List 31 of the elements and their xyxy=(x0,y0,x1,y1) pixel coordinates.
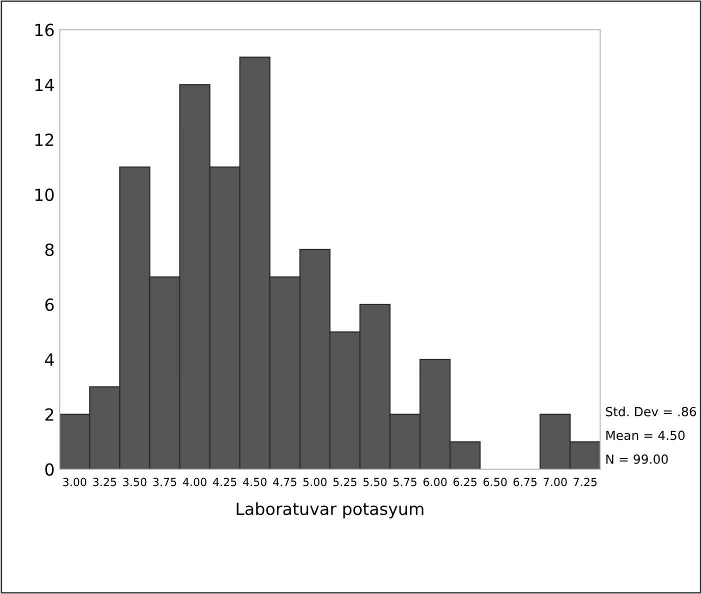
y-tick-label: 0 xyxy=(45,463,54,476)
x-tick-label: 6.50 xyxy=(484,478,507,486)
x-tick-label: 5.00 xyxy=(303,478,327,486)
x-tick-label: 6.00 xyxy=(423,478,447,486)
x-tick-label: 3.00 xyxy=(63,478,86,486)
text: Std. Dev = .86 xyxy=(606,406,696,416)
x-tick-label: 7.00 xyxy=(544,478,567,486)
x-tick-label: 6.75 xyxy=(514,478,537,486)
y-tick-label: 2 xyxy=(45,408,54,421)
x-tick-label: 4.00 xyxy=(182,478,206,486)
x-tick-label: 4.50 xyxy=(243,478,266,486)
x-tick-label: 3.75 xyxy=(153,478,176,486)
x-tick-label: 5.25 xyxy=(333,478,356,486)
y-tick-label: 10 xyxy=(35,188,54,202)
text: Mean = 4.50 xyxy=(606,430,685,440)
x-tick-label: 3.50 xyxy=(123,478,146,486)
x-tick-label: 7.25 xyxy=(574,478,597,486)
y-tick-label: 16 xyxy=(35,24,54,36)
y-tick-label: 6 xyxy=(45,298,54,311)
x-tick-label: 5.50 xyxy=(363,478,387,486)
x-axis-title: Laboratuvar potasyum xyxy=(236,502,424,518)
x-tick-label: 4.25 xyxy=(213,478,236,486)
y-tick-label: 14 xyxy=(35,78,54,91)
x-tick-label: 3.25 xyxy=(93,478,116,486)
y-tick-label: 4 xyxy=(45,354,54,366)
x-tick-label: 6.25 xyxy=(453,478,476,486)
x-tick-label: 4.75 xyxy=(273,478,296,486)
text: N = 99.00 xyxy=(606,454,668,464)
x-tick-label: 5.75 xyxy=(394,478,416,486)
y-tick-label: 12 xyxy=(35,134,54,146)
y-tick-label: 8 xyxy=(45,243,54,256)
